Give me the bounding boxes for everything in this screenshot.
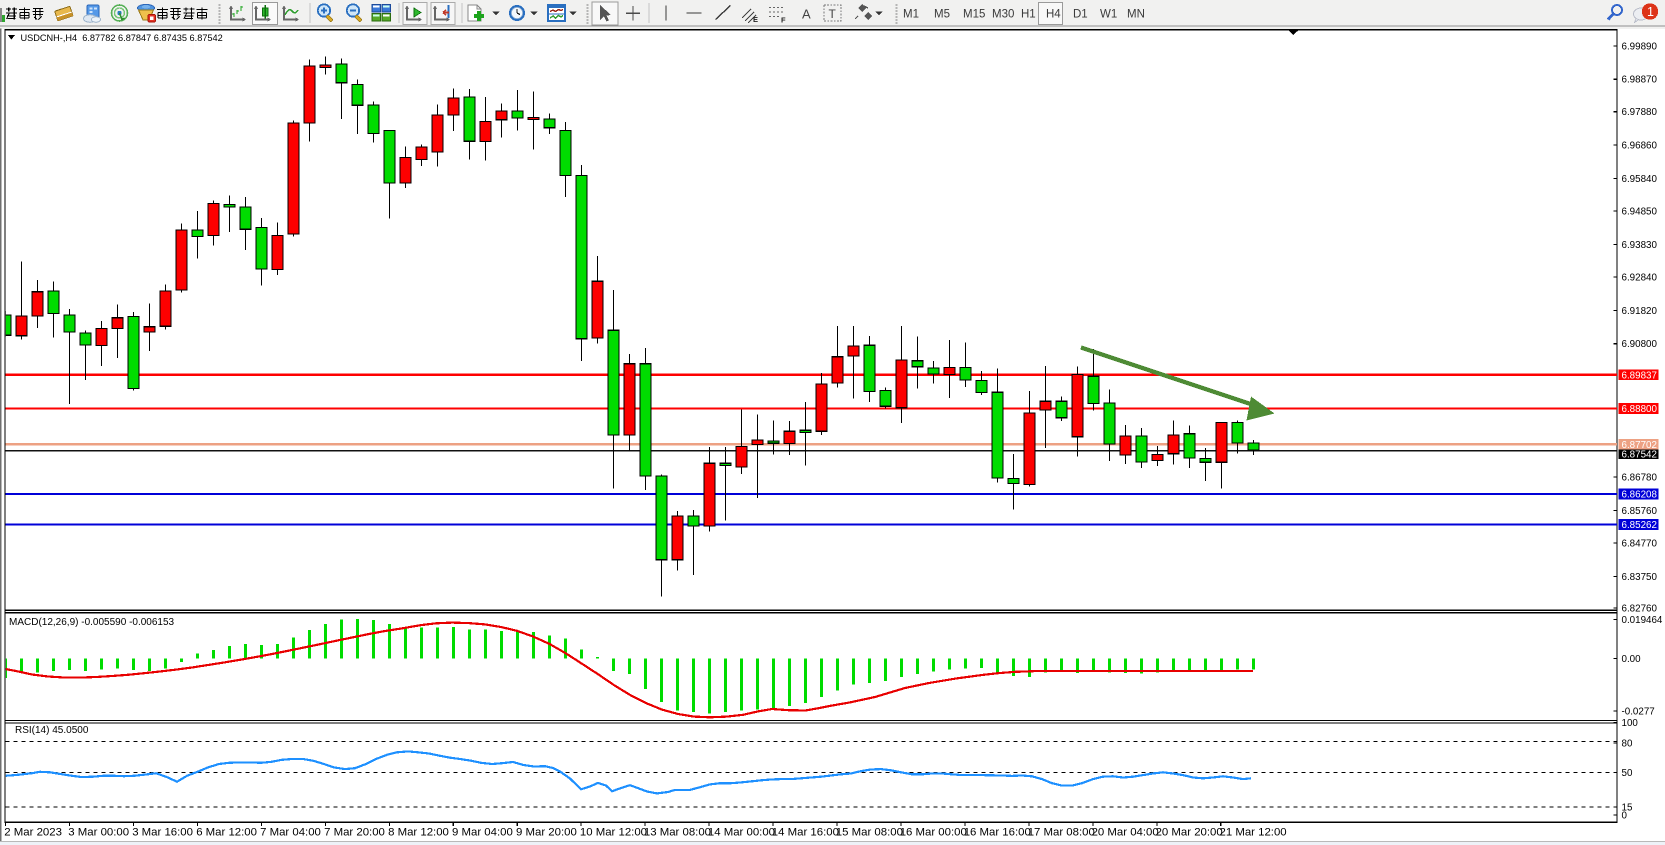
svg-text:6.85760: 6.85760 (1622, 506, 1658, 517)
svg-text:MN: MN (1127, 9, 1145, 21)
svg-text:7 Mar 20:00: 7 Mar 20:00 (324, 827, 385, 839)
svg-text:MACD(12,26,9) -0.005590 -0.006: MACD(12,26,9) -0.005590 -0.006153 (9, 617, 175, 628)
svg-text:6.96860: 6.96860 (1622, 141, 1658, 152)
svg-text:20 Mar 04:00: 20 Mar 04:00 (1092, 827, 1159, 839)
svg-text:T: T (829, 7, 837, 21)
svg-text:6.88800: 6.88800 (1622, 404, 1658, 415)
svg-text:M30: M30 (992, 9, 1014, 21)
svg-text:16 Mar 16:00: 16 Mar 16:00 (964, 827, 1031, 839)
svg-text:6.92840: 6.92840 (1622, 272, 1658, 283)
svg-text:6.98870: 6.98870 (1622, 75, 1658, 86)
svg-text:8 Mar 12:00: 8 Mar 12:00 (388, 827, 449, 839)
svg-text:6.86208: 6.86208 (1622, 490, 1658, 501)
svg-text:H1: H1 (1021, 9, 1036, 21)
svg-text:6.99890: 6.99890 (1622, 41, 1658, 52)
svg-text:80: 80 (1622, 739, 1633, 750)
svg-text:6.90800: 6.90800 (1622, 339, 1658, 350)
svg-text:6.82760: 6.82760 (1622, 604, 1658, 615)
svg-text:6.97880: 6.97880 (1622, 107, 1658, 118)
svg-text:20 Mar 20:00: 20 Mar 20:00 (1156, 827, 1223, 839)
svg-text:14 Mar 16:00: 14 Mar 16:00 (772, 827, 839, 839)
svg-text:A: A (802, 7, 811, 22)
svg-text:3 Mar 00:00: 3 Mar 00:00 (68, 827, 129, 839)
svg-text:100: 100 (1622, 718, 1639, 729)
svg-text:9 Mar 04:00: 9 Mar 04:00 (452, 827, 513, 839)
svg-text:14 Mar 00:00: 14 Mar 00:00 (708, 827, 775, 839)
svg-text:RSI(14) 45.0500: RSI(14) 45.0500 (15, 725, 89, 736)
svg-text:6.93830: 6.93830 (1622, 240, 1658, 251)
svg-text:3 Mar 16:00: 3 Mar 16:00 (132, 827, 193, 839)
svg-text:0: 0 (1622, 810, 1628, 821)
svg-text:13 Mar 08:00: 13 Mar 08:00 (644, 827, 711, 839)
svg-text:6.87702: 6.87702 (1622, 440, 1657, 451)
svg-text:17 Mar 08:00: 17 Mar 08:00 (1028, 827, 1095, 839)
svg-text:6.85262: 6.85262 (1622, 520, 1657, 531)
svg-text:6.84770: 6.84770 (1622, 538, 1658, 549)
svg-text:9 Mar 20:00: 9 Mar 20:00 (516, 827, 577, 839)
svg-text:6.83750: 6.83750 (1622, 572, 1658, 583)
svg-text:50: 50 (1622, 768, 1633, 779)
svg-text:0.019464: 0.019464 (1622, 615, 1663, 626)
svg-text:6.95840: 6.95840 (1622, 174, 1658, 185)
svg-text:M1: M1 (903, 9, 919, 21)
svg-text:0.00: 0.00 (1622, 654, 1642, 665)
svg-text:W1: W1 (1100, 9, 1117, 21)
svg-text:M5: M5 (934, 9, 950, 21)
svg-text:2 Mar 2023: 2 Mar 2023 (4, 827, 62, 839)
svg-text:15: 15 (1622, 803, 1633, 814)
svg-text:6 Mar 12:00: 6 Mar 12:00 (196, 827, 257, 839)
svg-text:M15: M15 (963, 9, 985, 21)
svg-text:D1: D1 (1073, 9, 1088, 21)
svg-text:7 Mar 04:00: 7 Mar 04:00 (260, 827, 321, 839)
svg-text:21 Mar 12:00: 21 Mar 12:00 (1220, 827, 1287, 839)
svg-text:F: F (781, 16, 786, 25)
svg-text:15 Mar 08:00: 15 Mar 08:00 (836, 827, 903, 839)
svg-text:USDCNH-,H4 6.87782 6.87847 6.: USDCNH-,H4 6.87782 6.87847 6.87435 6.875… (21, 33, 223, 43)
svg-text:10 Mar 12:00: 10 Mar 12:00 (580, 827, 647, 839)
svg-text:6.91820: 6.91820 (1622, 306, 1658, 317)
svg-text:H4: H4 (1046, 9, 1061, 21)
svg-text:6.94850: 6.94850 (1622, 207, 1658, 218)
svg-text:-0.0277: -0.0277 (1622, 706, 1655, 717)
svg-text:6.89837: 6.89837 (1622, 370, 1657, 381)
svg-text:6.86780: 6.86780 (1622, 473, 1658, 484)
svg-text:6.87542: 6.87542 (1622, 449, 1657, 460)
svg-text:1: 1 (1647, 5, 1654, 19)
svg-text:16 Mar 00:00: 16 Mar 00:00 (900, 827, 967, 839)
svg-text:E: E (753, 15, 758, 24)
